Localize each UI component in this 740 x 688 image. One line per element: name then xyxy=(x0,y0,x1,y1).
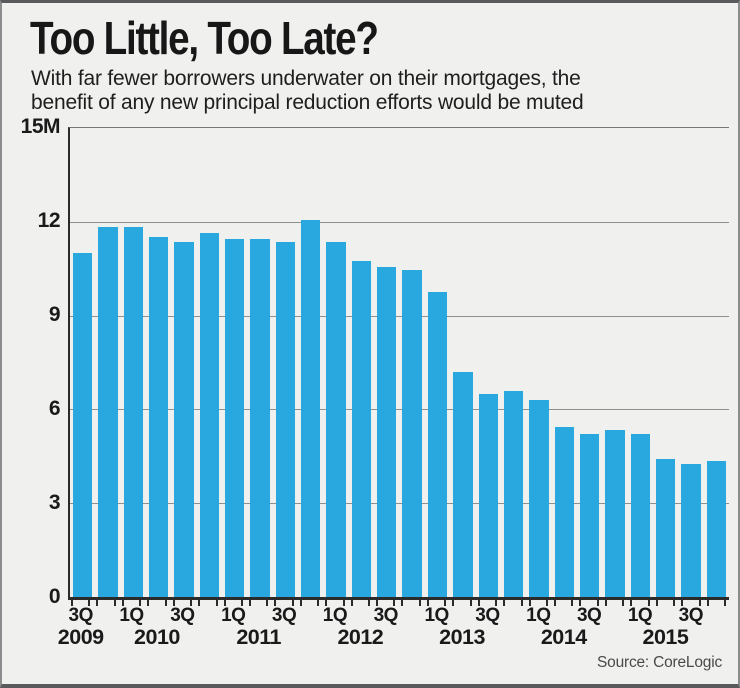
bar-cell xyxy=(678,128,703,597)
bar-cell xyxy=(399,128,424,597)
bar-cell xyxy=(501,128,526,597)
bar-cell xyxy=(552,128,577,597)
bar-4q-2015 xyxy=(707,461,726,597)
bar-cell xyxy=(298,128,323,597)
bar-3q-2014 xyxy=(580,434,599,597)
bar-cell xyxy=(374,128,399,597)
bar-cell xyxy=(222,128,247,597)
bar-series xyxy=(70,128,729,597)
bar-cell xyxy=(197,128,222,597)
bar-4q-2010 xyxy=(200,233,219,597)
bar-cell xyxy=(349,128,374,597)
x-quarter-label: 3Q xyxy=(170,605,194,627)
x-axis-quarter-labels: 3Q 1Q 3Q 1Q 3Q 1Q 3Q 1Q 3Q 1Q 3Q 1Q 3Q xyxy=(68,605,729,626)
bar-4q-2011 xyxy=(301,220,320,597)
bar-cell xyxy=(653,128,678,597)
x-quarter-label: 1Q xyxy=(323,605,347,627)
bar-1q-2013 xyxy=(428,292,447,597)
y-tick-label-12: 12 xyxy=(38,209,60,233)
plot-area xyxy=(68,127,729,600)
x-quarter-label: 1Q xyxy=(424,605,448,627)
x-quarter-label: 3Q xyxy=(374,605,398,627)
x-year-label-2015: 2015 xyxy=(643,625,689,650)
y-tick-label-9: 9 xyxy=(49,303,60,327)
bar-cell xyxy=(323,128,348,597)
bar-2q-2012 xyxy=(352,261,371,597)
bar-1q-2015 xyxy=(631,434,650,597)
x-quarter-label: 3Q xyxy=(577,605,601,627)
source-credit: Source: CoreLogic xyxy=(597,654,722,672)
bar-3q-2015 xyxy=(681,464,700,597)
bar-cell xyxy=(146,128,171,597)
y-tick-label-0: 0 xyxy=(49,585,60,609)
bar-cell xyxy=(247,128,272,597)
x-quarter-label: 3Q xyxy=(475,605,499,627)
bar-cell xyxy=(273,128,298,597)
bar-cell xyxy=(450,128,475,597)
bar-4q-2009 xyxy=(98,227,117,598)
bar-cell xyxy=(577,128,602,597)
subtitle-line-1: With far fewer borrowers underwater on t… xyxy=(31,67,711,91)
chart-subtitle: With far fewer borrowers underwater on t… xyxy=(31,67,711,115)
bar-2q-2011 xyxy=(250,239,269,597)
x-year-label-2011: 2011 xyxy=(236,625,281,650)
x-year-label-2012: 2012 xyxy=(337,625,383,650)
x-quarter-label: 3Q xyxy=(69,605,93,627)
x-quarter-label: 1Q xyxy=(526,605,550,627)
x-quarter-label: 1Q xyxy=(119,605,143,627)
bar-4q-2012 xyxy=(402,270,421,597)
x-year-label-2013: 2013 xyxy=(439,625,485,650)
bar-1q-2014 xyxy=(529,400,548,597)
x-quarter-label: 1Q xyxy=(628,605,652,627)
bar-1q-2011 xyxy=(225,239,244,597)
chart-card: Too Little, Too Late? With far fewer bor… xyxy=(0,0,740,688)
x-axis-year-labels: 2009201020112012201320142015 xyxy=(68,625,729,650)
bar-1q-2010 xyxy=(124,227,143,598)
bar-cell xyxy=(704,128,729,597)
bar-4q-2013 xyxy=(504,391,523,597)
x-quarter-label: 1Q xyxy=(221,605,245,627)
y-tick-label-3: 3 xyxy=(49,491,60,515)
bar-2q-2010 xyxy=(149,237,168,597)
x-year-label-2014: 2014 xyxy=(541,625,587,650)
bar-3q-2009 xyxy=(73,253,92,597)
bar-cell xyxy=(628,128,653,597)
bar-2q-2015 xyxy=(656,459,675,597)
bar-cell xyxy=(602,128,627,597)
x-year-label-2010: 2010 xyxy=(134,625,180,650)
bar-4q-2014 xyxy=(605,430,624,597)
page-title-text: Too Little, Too Late? xyxy=(30,11,378,65)
bar-2q-2013 xyxy=(453,372,472,597)
subtitle-line-2: benefit of any new principal reduction e… xyxy=(31,91,711,115)
bar-3q-2010 xyxy=(174,242,193,597)
bar-cell xyxy=(526,128,551,597)
y-axis-labels: 15M129630 xyxy=(2,127,60,597)
bar-cell xyxy=(425,128,450,597)
bar-3q-2011 xyxy=(276,242,295,597)
y-tick-label-6: 6 xyxy=(49,397,60,421)
bar-1q-2012 xyxy=(326,242,345,597)
bar-3q-2012 xyxy=(377,267,396,597)
x-quarter-label: 3Q xyxy=(679,605,703,627)
bar-2q-2014 xyxy=(555,427,574,597)
bar-cell xyxy=(171,128,196,597)
x-quarter-label: 3Q xyxy=(272,605,296,627)
x-year-label-2009: 2009 xyxy=(58,625,104,650)
bar-cell xyxy=(70,128,95,597)
page-title: Too Little, Too Late? xyxy=(30,11,444,65)
bar-cell xyxy=(476,128,501,597)
y-tick-label-15m: 15M xyxy=(21,115,60,139)
bar-cell xyxy=(121,128,146,597)
bar-3q-2013 xyxy=(479,394,498,597)
bar-cell xyxy=(95,128,120,597)
